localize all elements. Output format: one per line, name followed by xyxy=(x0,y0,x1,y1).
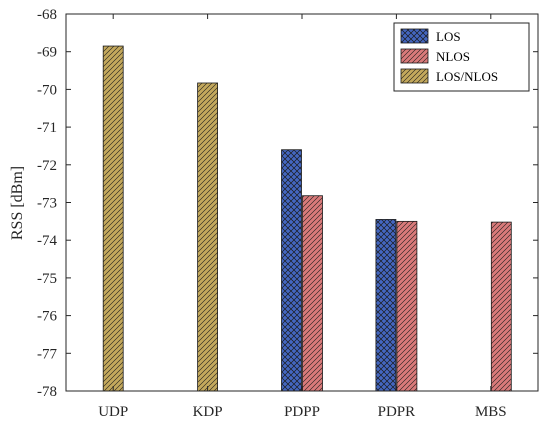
bar-hatch xyxy=(302,195,323,392)
y-tick-label: -75 xyxy=(37,271,57,287)
bar-hatch xyxy=(102,45,124,392)
bar-hatch xyxy=(197,82,219,392)
y-axis: -68 -69 -70 -71 -72 -73 -74 -75 -76 -77 -78 xyxy=(37,7,538,400)
y-tick-label: -69 xyxy=(37,45,57,61)
legend-label-los-nlos: LOS/NLOS xyxy=(436,69,498,84)
y-tick-label: -77 xyxy=(37,346,57,362)
x-tick-label: MBS xyxy=(475,404,507,420)
y-tick-label: -68 xyxy=(37,7,57,23)
legend-label-los: LOS xyxy=(436,29,461,44)
x-axis: UDP KDP PDPP PDPR MBS xyxy=(98,14,507,420)
bars-group xyxy=(102,45,512,392)
bar-hatch xyxy=(490,221,512,392)
legend-swatch-hatch xyxy=(400,28,429,44)
y-tick-label: -71 xyxy=(37,120,57,136)
legend-swatch-hatch xyxy=(400,68,429,84)
bar-hatch xyxy=(396,220,418,392)
legend: LOS NLOS LOS/NLOS xyxy=(393,22,530,92)
y-tick-label: -74 xyxy=(37,233,57,249)
legend-swatch-hatch xyxy=(400,48,429,64)
y-tick-label: -73 xyxy=(37,196,57,212)
y-tick-label: -70 xyxy=(37,82,57,98)
bar-hatch xyxy=(375,219,397,392)
y-tick-label: -76 xyxy=(37,309,57,325)
y-tick-label: -72 xyxy=(37,158,57,174)
y-tick-label: -78 xyxy=(37,384,57,400)
x-tick-label: PDPR xyxy=(378,404,416,420)
x-tick-label: PDPP xyxy=(284,404,320,420)
bar-hatch xyxy=(281,149,302,392)
x-tick-label: UDP xyxy=(98,404,128,420)
legend-label-nlos: NLOS xyxy=(436,49,470,64)
y-axis-label: RSS [dBm] xyxy=(9,166,26,240)
x-tick-label: KDP xyxy=(193,404,223,420)
